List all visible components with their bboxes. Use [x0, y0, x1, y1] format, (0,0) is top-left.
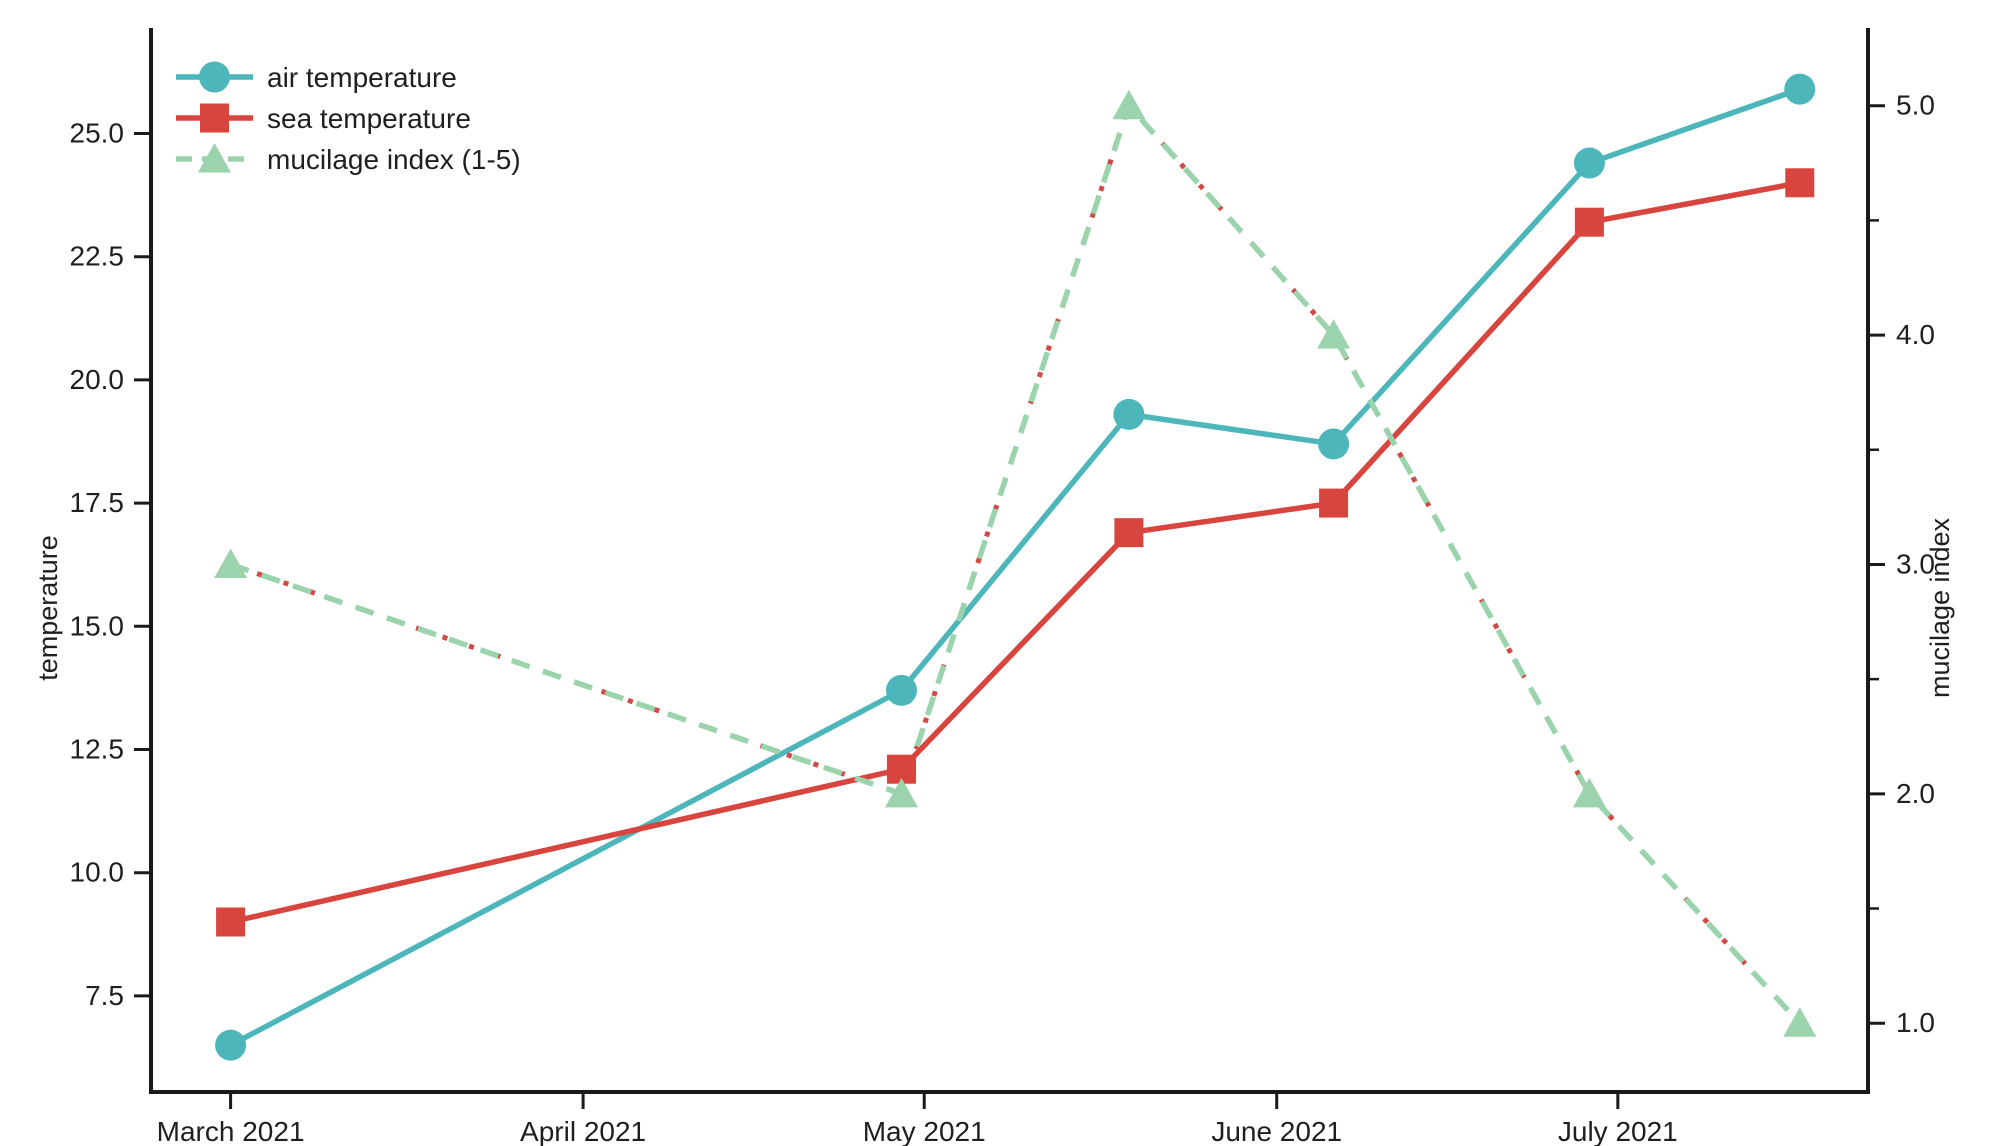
left-tick-label: 20.0 — [70, 364, 125, 395]
air-temperature-marker — [885, 674, 917, 706]
legend-square-marker — [200, 103, 229, 133]
x-tick-label: July 2021 — [1558, 1116, 1678, 1146]
x-tick-label: April 2021 — [520, 1116, 646, 1146]
air-temperature-marker — [1573, 147, 1605, 179]
legend-item-air-temperature: air temperature — [176, 61, 457, 93]
legend-label: mucilage index (1-5) — [267, 144, 521, 175]
left-tick-label: 22.5 — [70, 241, 125, 272]
legend-triangle-marker — [198, 143, 231, 173]
right-tick-label: 1.0 — [1896, 1007, 1935, 1038]
left-tick-label: 10.0 — [70, 857, 125, 888]
mucilage-index-1-5-marker — [1317, 319, 1351, 349]
x-axis: March 2021 April 2021 May 2021 June 2021 Jul… — [157, 1092, 1678, 1146]
x-tick-label: March 2021 — [157, 1116, 305, 1146]
mucilage-index-1-5-marker — [884, 777, 918, 808]
x-tick-label: May 2021 — [863, 1116, 986, 1146]
legend: air temperature sea temperature mucilage i… — [176, 61, 521, 175]
markers-air-temperature — [215, 73, 1816, 1061]
right-tick-label: 3.0 — [1896, 548, 1935, 579]
air-temperature-marker — [1113, 398, 1145, 430]
left-tick-label: 15.0 — [70, 610, 125, 641]
right-axis-title: mucilage index — [1925, 517, 1955, 698]
sea-temperature-marker — [216, 907, 246, 937]
markers-mucilage-index-1-5 — [214, 89, 1817, 1037]
right-tick-label: 5.0 — [1896, 90, 1935, 121]
left-tick-label: 12.5 — [70, 733, 125, 764]
sea-temperature-marker — [1574, 207, 1604, 237]
line-air-temperature — [229, 86, 1801, 1048]
mucilage-index-1-5-marker — [1783, 1007, 1817, 1037]
legend-item-mucilage-index-1-5: mucilage index (1-5) — [176, 143, 521, 175]
legend-label: air temperature — [267, 62, 457, 93]
sea-temperature-marker — [1319, 488, 1349, 518]
sea-temperature-marker — [1785, 168, 1815, 198]
air-temperature-marker — [1318, 428, 1350, 460]
air-temperature-marker — [215, 1029, 247, 1061]
legend-circle-marker — [199, 61, 230, 93]
right-axis: 1.0 2.0 3.0 4.0 5.0 mucilage index — [1868, 90, 1955, 1038]
line-mucilage-index-1-5-underlay — [229, 100, 1802, 1025]
left-tick-label: 17.5 — [70, 487, 125, 518]
legend-item-sea-temperature: sea temperature — [176, 103, 471, 134]
x-tick-label: June 2021 — [1211, 1116, 1342, 1146]
right-tick-label: 2.0 — [1896, 778, 1935, 809]
markers-sea-temperature — [216, 168, 1815, 937]
air-temperature-marker — [1784, 73, 1816, 105]
mucilage-index-1-5-marker — [1112, 89, 1146, 120]
left-tick-label: 25.0 — [70, 117, 125, 148]
mucilage-index-1-5-marker — [214, 548, 248, 578]
mucilage-index-1-5-marker — [1572, 777, 1606, 808]
series-markers — [214, 73, 1817, 1061]
right-tick-label: 4.0 — [1896, 319, 1935, 350]
left-axis-title: temperature — [33, 535, 63, 681]
left-tick-label: 7.5 — [85, 980, 124, 1011]
left-axis: 7.5 10.0 12.5 15.0 17.5 20.0 22.5 25.0 temperatu… — [33, 117, 151, 1011]
line-sea-temperature — [229, 180, 1801, 925]
series-lines — [229, 86, 1802, 1048]
legend-label: sea temperature — [267, 103, 471, 134]
sea-temperature-marker — [1114, 518, 1144, 548]
axes — [149, 28, 1870, 1094]
line-mucilage-index-1-5 — [229, 102, 1802, 1026]
